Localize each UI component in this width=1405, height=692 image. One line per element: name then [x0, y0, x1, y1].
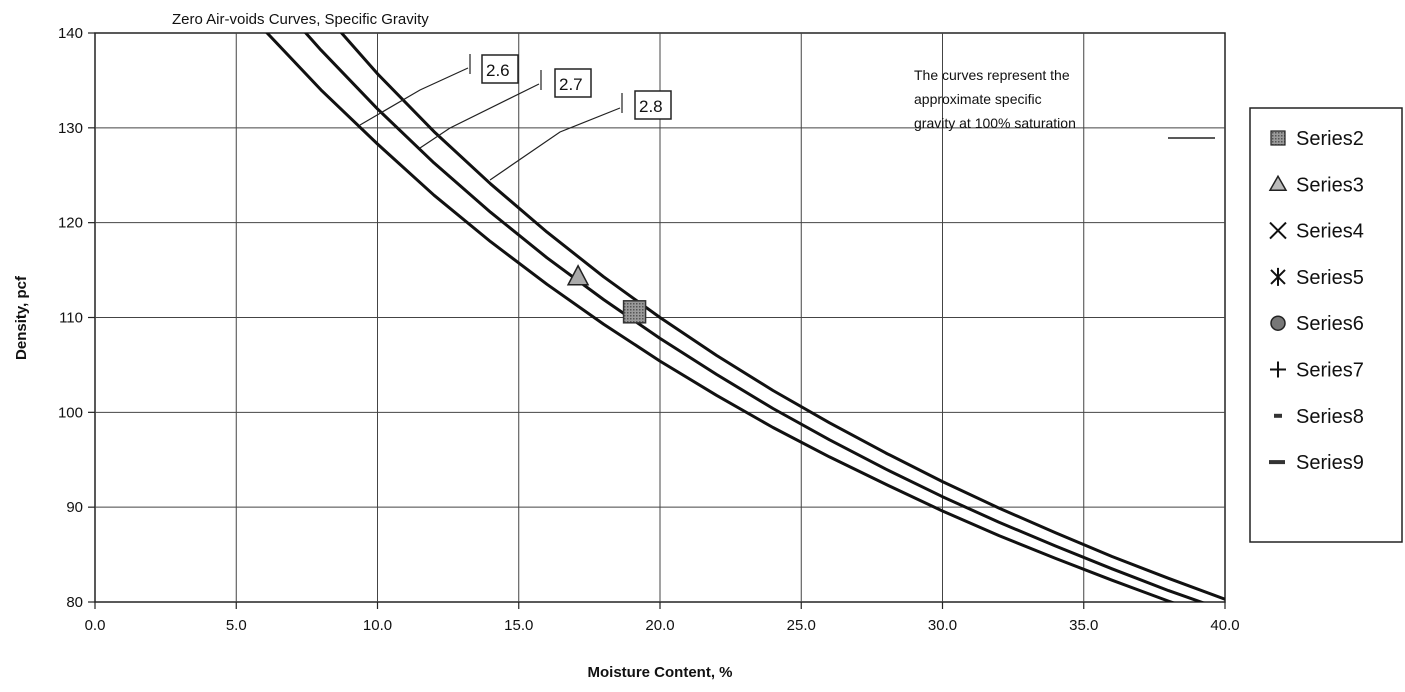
y-tick-label: 100: [58, 404, 83, 421]
y-tick-label: 130: [58, 120, 83, 137]
legend-item-series4: Series4: [1269, 221, 1364, 243]
data-points: [566, 264, 647, 324]
callout-box: [634, 90, 672, 120]
x-tick-label: 30.0: [928, 617, 957, 634]
legend-label: Series9: [1296, 452, 1364, 474]
callout-leader: [419, 83, 540, 149]
legend-item-series9: Series9: [1269, 452, 1364, 474]
x-tick-label: 10.0: [363, 617, 392, 634]
callout-box: [554, 68, 592, 98]
curve-callouts: 2.6 2.7 2.8: [359, 54, 672, 181]
x-tick-label: 5.0: [226, 617, 247, 634]
y-tick-label: 90: [66, 499, 83, 516]
legend-label: Series5: [1296, 267, 1364, 289]
legend-label: Series7: [1296, 360, 1364, 382]
annotation-note: The curves represent the approximate spe…: [914, 67, 1215, 139]
legend-marker-short-dash: [1274, 413, 1282, 418]
zav-curve-2-6: [265, 33, 1176, 602]
callout-label: 2.8: [639, 97, 663, 116]
legend-label: Series2: [1296, 128, 1364, 150]
x-tick-label: 15.0: [504, 617, 533, 634]
y-tick-label: 120: [58, 215, 83, 232]
point-series2: [622, 300, 647, 324]
y-tick-label: 110: [59, 310, 83, 327]
x-tick-label: 20.0: [645, 617, 674, 634]
x-tick-label: 35.0: [1069, 617, 1098, 634]
legend-item-series5: Series5: [1270, 267, 1364, 289]
axis-ticks: 0.0 5.0 10.0 15.0 20.0 25.0 30.0 35.0 40.0 80 90 10…: [58, 25, 1240, 634]
legend-label: Series3: [1296, 174, 1364, 196]
y-tick-label: 80: [66, 594, 83, 611]
legend-marker-circle: [1270, 315, 1286, 331]
legend: Series2 Series3 Series4 Series5 Series6 Serie…: [1268, 128, 1364, 474]
x-tick-label: 40.0: [1210, 617, 1239, 634]
callout-label: 2.7: [559, 75, 583, 94]
callout-2-7: 2.7: [419, 68, 592, 149]
legend-item-series3: Series3: [1268, 174, 1364, 196]
legend-marker-x: [1269, 221, 1287, 240]
legend-item-series7: Series7: [1270, 360, 1364, 382]
callout-leader: [359, 67, 469, 126]
legend-label: Series4: [1296, 221, 1364, 243]
note-line-1: The curves represent the: [914, 67, 1070, 83]
chart-title: Zero Air-voids Curves, Specific Gravity: [172, 11, 429, 28]
y-axis-title: Density, pcf: [13, 275, 30, 360]
callout-box: [481, 54, 519, 84]
legend-item-series2: Series2: [1270, 128, 1364, 150]
x-tick-label: 25.0: [787, 617, 816, 634]
y-tick-label: 140: [58, 25, 83, 42]
callout-leader: [489, 107, 621, 181]
legend-item-series8: Series8: [1274, 406, 1364, 428]
callout-2-8: 2.8: [489, 90, 672, 181]
legend-marker-long-dash: [1269, 460, 1285, 465]
note-line-3: gravity at 100% saturation: [914, 115, 1076, 131]
note-line-2: approximate specific: [914, 91, 1042, 107]
legend-marker-plus: [1270, 361, 1286, 378]
legend-marker-square: [1270, 130, 1286, 146]
legend-item-series6: Series6: [1270, 313, 1364, 335]
point-series3: [566, 264, 590, 286]
callout-label: 2.6: [486, 61, 510, 80]
zav-curve-2-8: [339, 33, 1225, 601]
legend-marker-triangle: [1268, 174, 1288, 192]
legend-label: Series8: [1296, 406, 1364, 428]
x-tick-label: 0.0: [85, 617, 106, 634]
zav-curve-2-7: [303, 33, 1206, 602]
curves: [265, 33, 1225, 602]
x-axis-title: Moisture Content, %: [588, 664, 733, 681]
legend-marker-star: [1270, 267, 1286, 286]
callout-2-6: 2.6: [359, 54, 519, 126]
legend-label: Series6: [1296, 313, 1364, 335]
